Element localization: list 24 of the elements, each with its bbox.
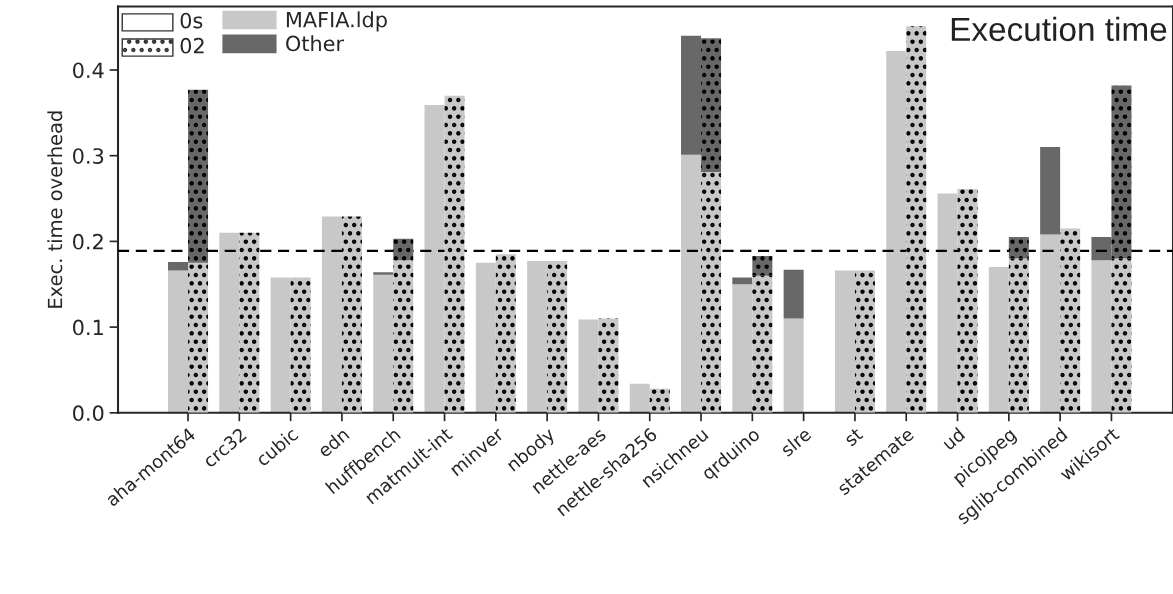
bar: [783, 269, 804, 319]
bar: [1008, 237, 1029, 259]
bar: [752, 255, 773, 276]
bar: [1111, 85, 1132, 259]
y-axis-title: Exec. time overhead: [47, 111, 63, 308]
chart-title: Execution time: [951, 16, 1167, 42]
bar: [168, 261, 189, 271]
bar: [393, 238, 414, 261]
bar: [1040, 147, 1061, 235]
bar: [1091, 237, 1112, 261]
y-tick-label: 0.2: [73, 233, 103, 250]
legend-label: MAFIA.ldp: [286, 11, 387, 32]
bar: [732, 277, 753, 285]
annotation: 02: [180, 37, 204, 54]
y-tick-label: 0.1: [73, 319, 103, 336]
bar: [783, 318, 804, 413]
y-tick-label: 0.4: [73, 62, 104, 79]
y-tick-label: 0.3: [73, 148, 104, 164]
x-tick-label: slre: [779, 426, 812, 458]
legend-label: Other: [286, 35, 345, 52]
bar: [373, 272, 394, 275]
annotation: 0s: [180, 12, 203, 29]
bar: [188, 89, 209, 263]
y-tick-label: 0.0: [73, 405, 104, 422]
